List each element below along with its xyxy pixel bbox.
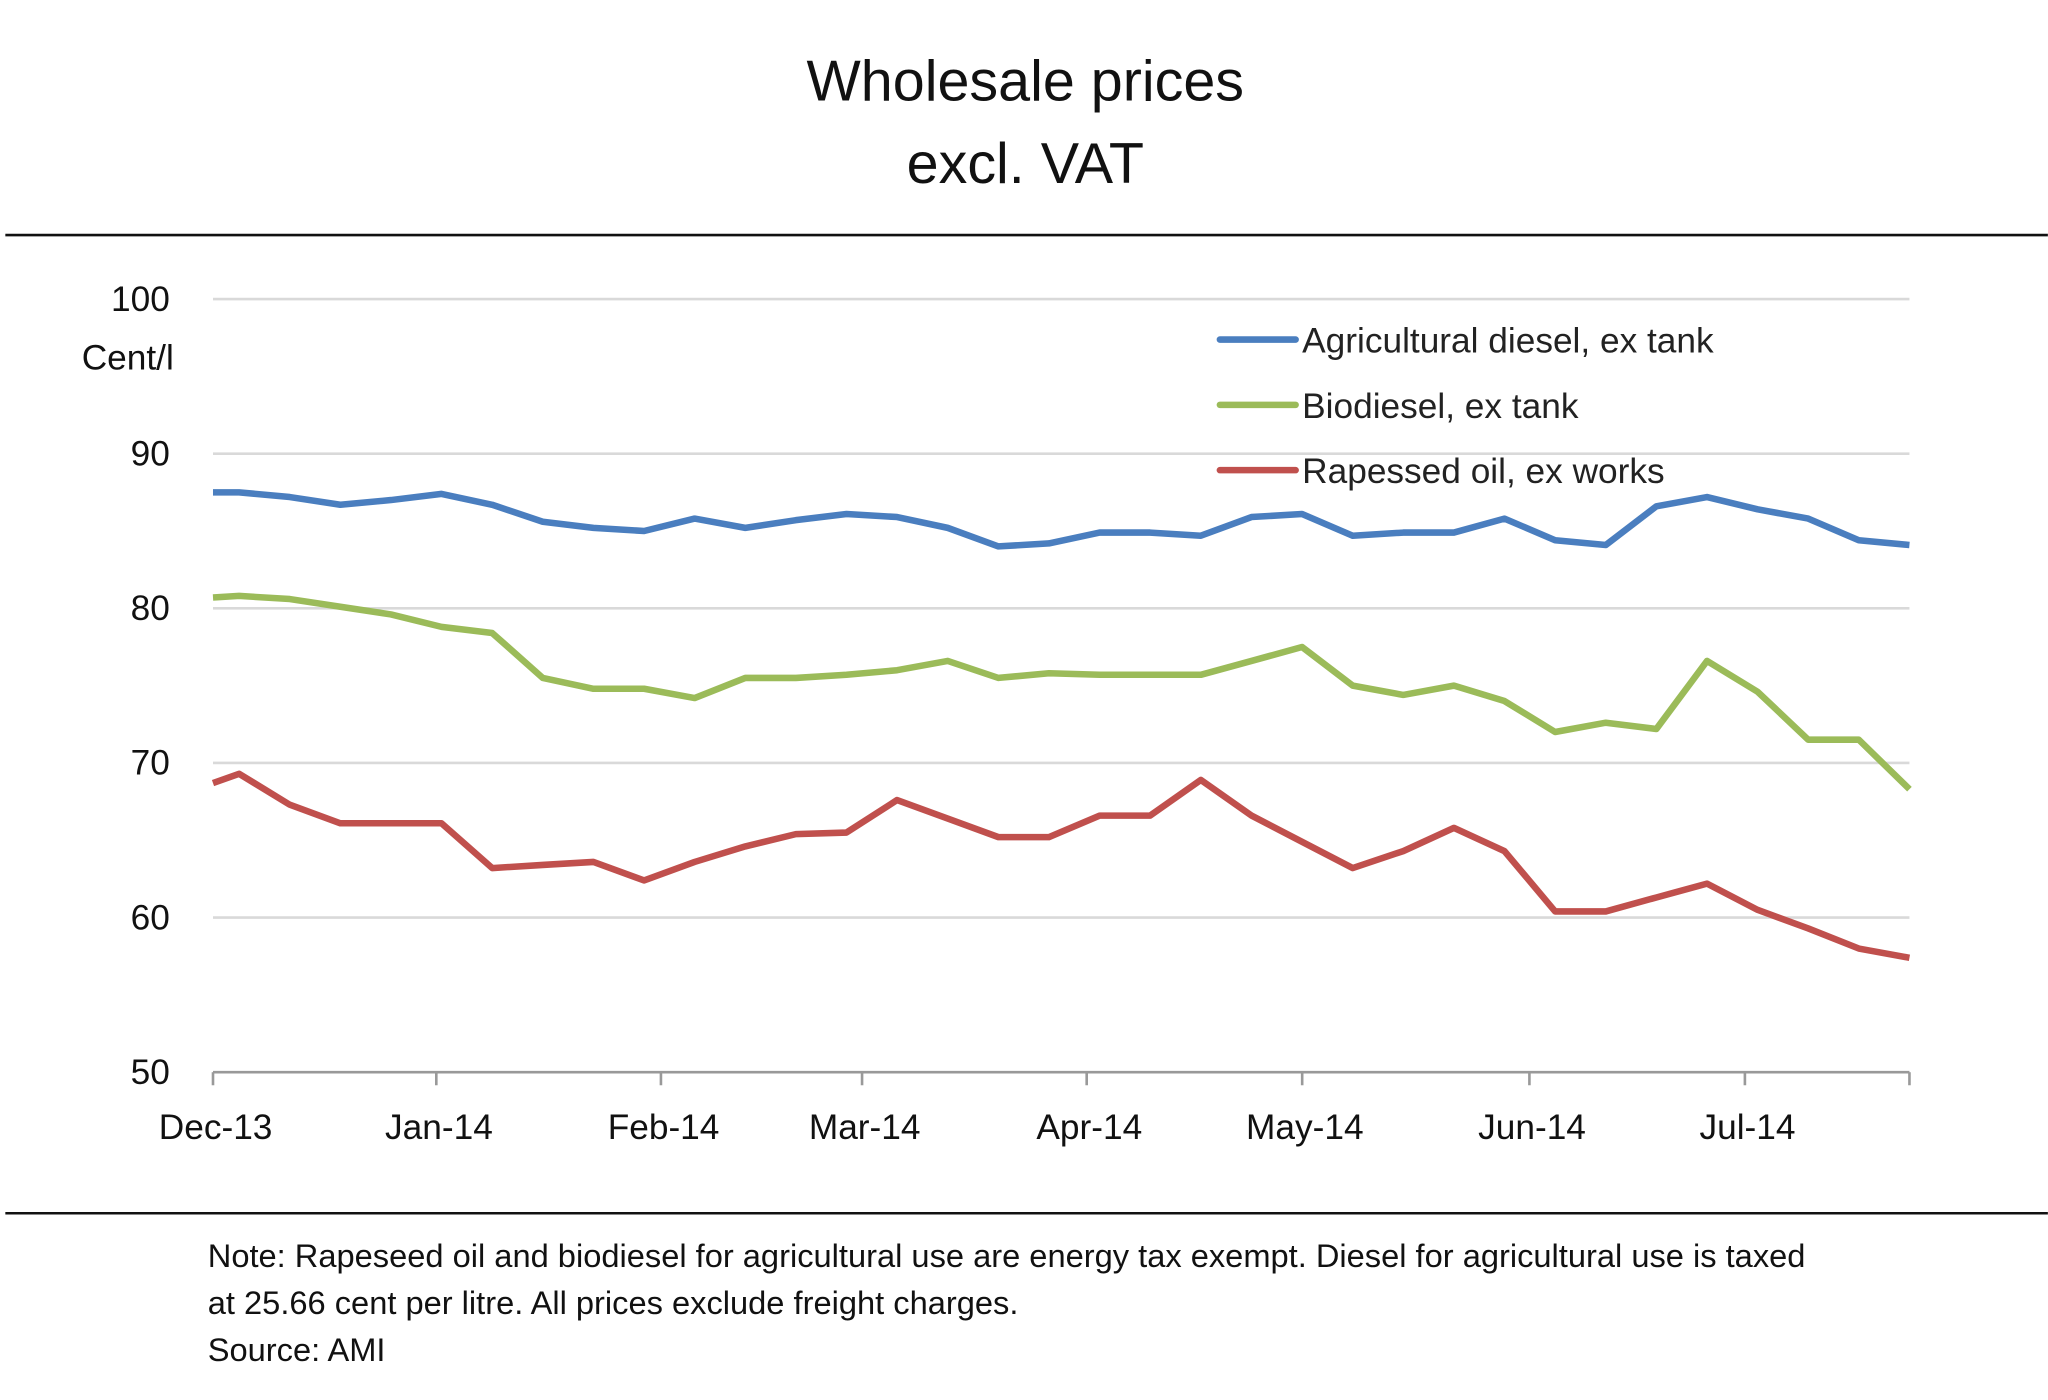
x-tick-label: Jan-14 [385, 1108, 493, 1147]
x-tick-label: Jun-14 [1478, 1108, 1586, 1147]
chart-title-line1: Wholesale prices [807, 50, 1244, 114]
note-line2: at 25.66 cent per litre. All prices excl… [208, 1284, 1019, 1321]
x-tick-label: May-14 [1246, 1108, 1364, 1147]
x-tick-label: Apr-14 [1036, 1108, 1142, 1147]
x-tick-label: Dec-13 [159, 1108, 273, 1147]
source-text: Source: AMI [208, 1331, 386, 1368]
series-line-2 [211, 770, 1911, 962]
y-tick-label: 70 [131, 744, 170, 783]
y-tick-label: 60 [131, 898, 170, 937]
chart-title-line2: excl. VAT [907, 132, 1144, 196]
legend-label: Agricultural diesel, ex tank [1302, 322, 1714, 361]
x-tick-label: Feb-14 [608, 1108, 720, 1147]
y-tick-label: 80 [131, 589, 170, 628]
y-tick-label: 100 [111, 280, 170, 319]
y-tick-label: 50 [131, 1053, 170, 1092]
series-line-1 [212, 592, 1912, 792]
x-tick-label: Jul-14 [1699, 1108, 1795, 1147]
y-tick-label: 90 [131, 434, 170, 473]
y-axis-label: Cent/l [82, 339, 174, 378]
legend-label: Biodiesel, ex tank [1302, 387, 1579, 426]
x-tick-label: Mar-14 [809, 1108, 921, 1147]
series-line-0 [212, 489, 1910, 550]
note-line1: Note: Rapeseed oil and biodiesel for agr… [208, 1237, 1806, 1274]
legend-label: Rapessed oil, ex works [1302, 452, 1664, 491]
